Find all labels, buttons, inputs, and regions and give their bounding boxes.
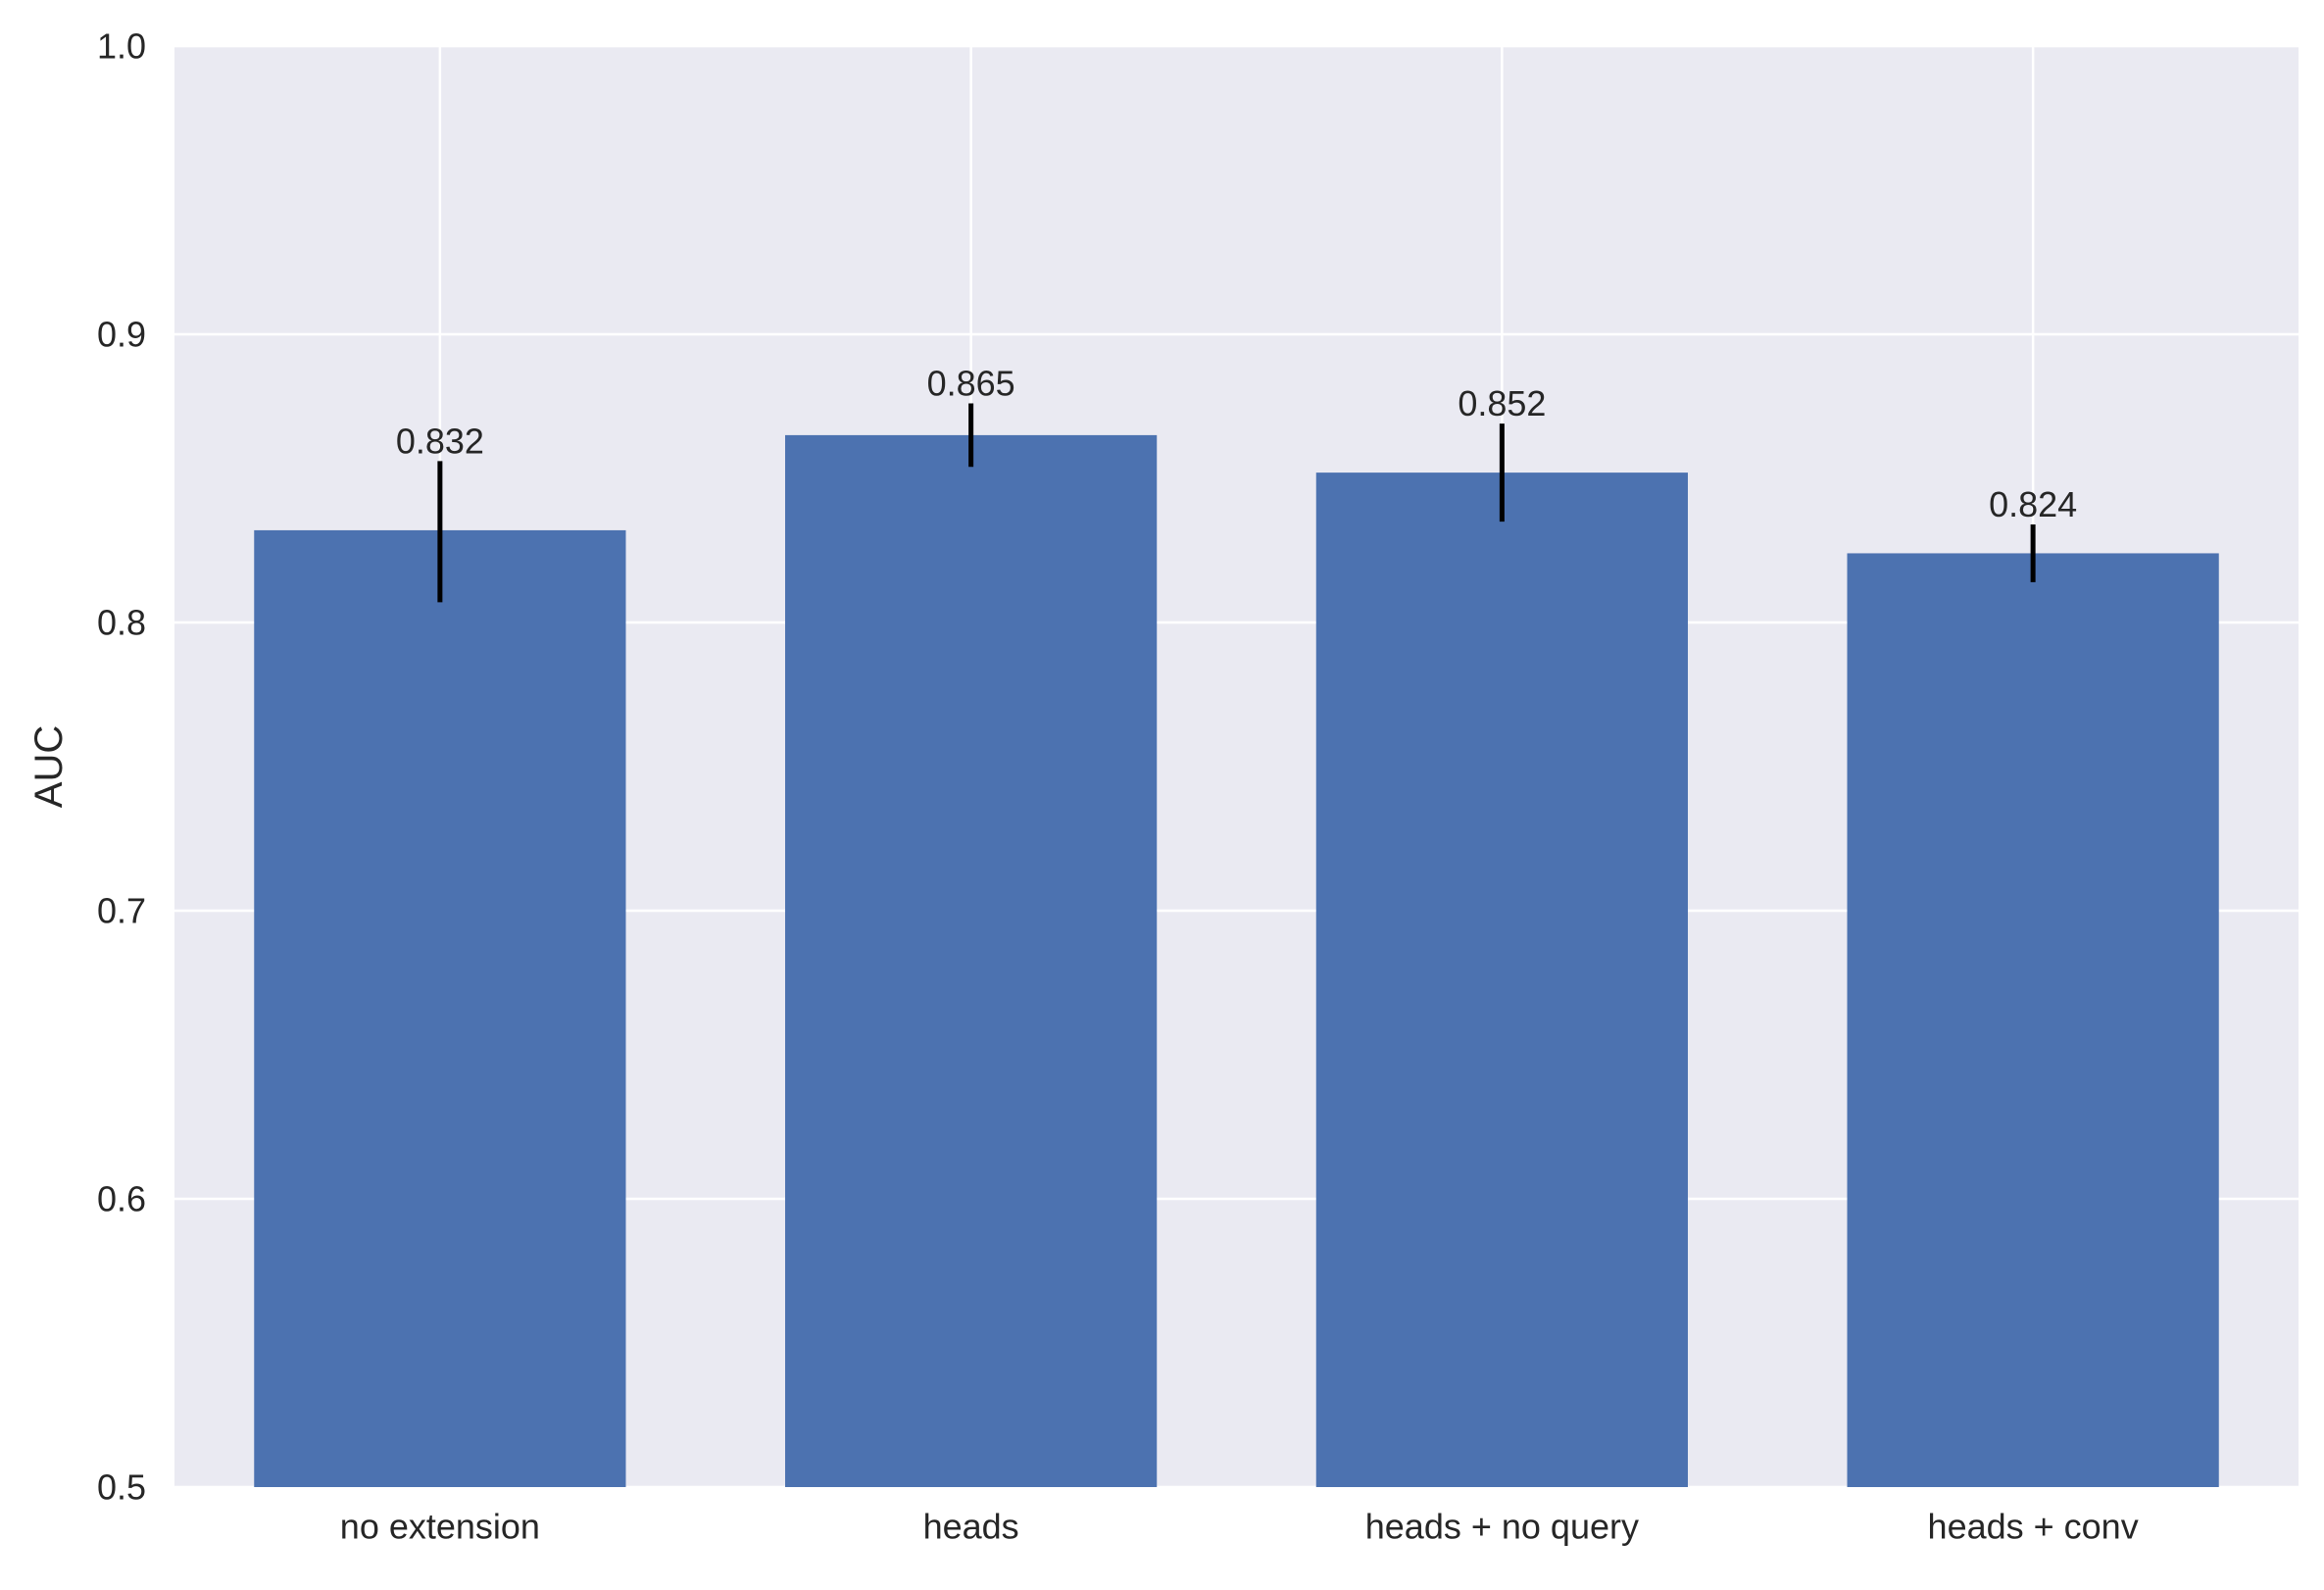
bar-no-extension [254,529,626,1487]
data-label: 0.832 [396,421,484,461]
bar-heads [785,434,1158,1487]
data-labels: 0.832 0.865 0.852 0.824 [396,364,2077,524]
y-tick-label: 0.6 [97,1179,146,1219]
data-label: 0.865 [927,364,1015,404]
y-tick-label: 0.7 [97,891,146,931]
bar-heads-no-query [1315,472,1688,1487]
y-tick-label: 0.9 [97,315,146,355]
bars [254,434,2219,1487]
x-tick-label: no extension [340,1507,540,1547]
x-tick-label: heads + no query [1365,1507,1639,1547]
data-label: 0.824 [1989,484,2077,524]
x-tick-label: heads [923,1507,1019,1547]
y-tick-label: 1.0 [97,26,146,67]
bar-heads-conv [1847,553,2219,1487]
y-tick-label: 0.5 [97,1467,146,1508]
x-tick-label: heads + conv [1928,1507,2139,1547]
error-bars [437,403,2036,603]
y-axis-label: AUC [27,725,71,808]
y-tick-labels: 0.5 0.6 0.7 0.8 0.9 1.0 [97,26,146,1508]
data-label: 0.852 [1458,383,1546,423]
y-tick-label: 0.8 [97,603,146,643]
x-tick-labels: no extension heads heads + no query heads +… [340,1507,2139,1547]
